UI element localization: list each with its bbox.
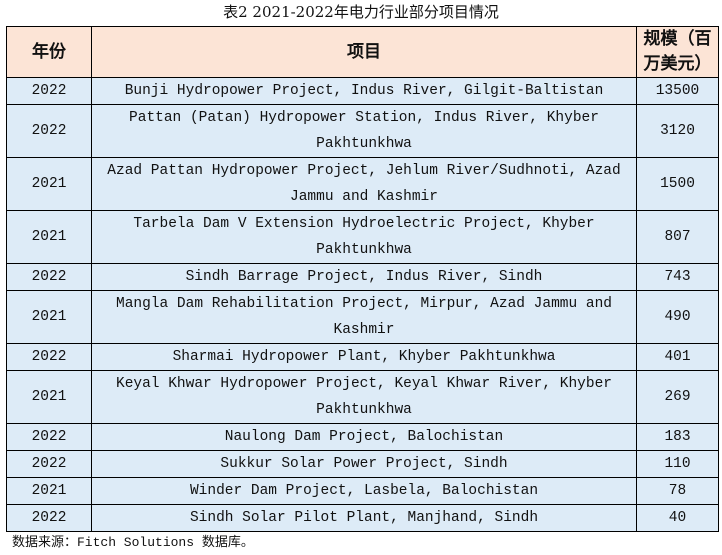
cell-project: Naulong Dam Project, Balochistan xyxy=(91,423,637,451)
header-project: 项目 xyxy=(91,26,637,78)
cell-scale: 183 xyxy=(636,423,719,451)
cell-year: 2021 xyxy=(6,290,92,344)
table-row: 2021 Tarbela Dam V Extension Hydroelectri… xyxy=(6,210,719,264)
table-row: 2021 Mangla Dam Rehabilitation Project, M… xyxy=(6,290,719,344)
cell-year: 2022 xyxy=(6,77,92,105)
projects-table: 年份 项目 规模（百万美元） 2022 Bunji Hydropower Proj… xyxy=(6,26,719,532)
cell-project: Sharmai Hydropower Plant, Khyber Pakhtun… xyxy=(91,343,637,371)
cell-scale: 269 xyxy=(636,370,719,424)
cell-project: Sindh Solar Pilot Plant, Manjhand, Sindh xyxy=(91,504,637,532)
cell-project: Mangla Dam Rehabilitation Project, Mirpu… xyxy=(91,290,637,344)
cell-scale: 110 xyxy=(636,450,719,478)
cell-year: 2022 xyxy=(6,104,92,158)
cell-scale: 3120 xyxy=(636,104,719,158)
cell-year: 2022 xyxy=(6,423,92,451)
cell-project: Winder Dam Project, Lasbela, Balochistan xyxy=(91,477,637,505)
cell-scale: 40 xyxy=(636,504,719,532)
header-row: 年份 项目 规模（百万美元） xyxy=(6,26,719,78)
cell-year: 2021 xyxy=(6,210,92,264)
cell-scale: 743 xyxy=(636,263,719,291)
table-row: 2022 Pattan (Patan) Hydropower Station, I… xyxy=(6,104,719,158)
cell-project: Tarbela Dam V Extension Hydroelectric Pr… xyxy=(91,210,637,264)
cell-project: Keyal Khwar Hydropower Project, Keyal Kh… xyxy=(91,370,637,424)
cell-year: 2021 xyxy=(6,370,92,424)
table-row: 2021 Winder Dam Project, Lasbela, Balochi… xyxy=(6,477,719,505)
cell-year: 2021 xyxy=(6,477,92,505)
table-row: 2022 Sindh Barrage Project, Indus River, … xyxy=(6,263,719,291)
cell-scale: 1500 xyxy=(636,157,719,211)
header-year: 年份 xyxy=(6,26,92,78)
table-row: 2021 Azad Pattan Hydropower Project, Jehl… xyxy=(6,157,719,211)
table-row: 2022 Sukkur Solar Power Project, Sindh 110 xyxy=(6,450,719,478)
cell-scale: 401 xyxy=(636,343,719,371)
cell-scale: 807 xyxy=(636,210,719,264)
cell-project: Sukkur Solar Power Project, Sindh xyxy=(91,450,637,478)
cell-project: Bunji Hydropower Project, Indus River, G… xyxy=(91,77,637,105)
cell-scale: 490 xyxy=(636,290,719,344)
footnote: 数据来源：Fitch Solutions 数据库。 xyxy=(12,535,254,550)
table-row: 2021 Keyal Khwar Hydropower Project, Keya… xyxy=(6,370,719,424)
cell-project: Pattan (Patan) Hydropower Station, Indus… xyxy=(91,104,637,158)
cell-project: Azad Pattan Hydropower Project, Jehlum R… xyxy=(91,157,637,211)
cell-scale: 13500 xyxy=(636,77,719,105)
cell-year: 2021 xyxy=(6,157,92,211)
cell-year: 2022 xyxy=(6,343,92,371)
table-caption: 表2 2021-2022年电力行业部分项目情况 xyxy=(223,3,499,21)
header-scale: 规模（百万美元） xyxy=(636,26,719,78)
table-row: 2022 Bunji Hydropower Project, Indus Rive… xyxy=(6,77,719,105)
cell-year: 2022 xyxy=(6,450,92,478)
table-row: 2022 Sharmai Hydropower Plant, Khyber Pak… xyxy=(6,343,719,371)
table-row: 2022 Naulong Dam Project, Balochistan 183 xyxy=(6,423,719,451)
cell-year: 2022 xyxy=(6,263,92,291)
table-row: 2022 Sindh Solar Pilot Plant, Manjhand, S… xyxy=(6,504,719,532)
cell-scale: 78 xyxy=(636,477,719,505)
cell-year: 2022 xyxy=(6,504,92,532)
cell-project: Sindh Barrage Project, Indus River, Sind… xyxy=(91,263,637,291)
